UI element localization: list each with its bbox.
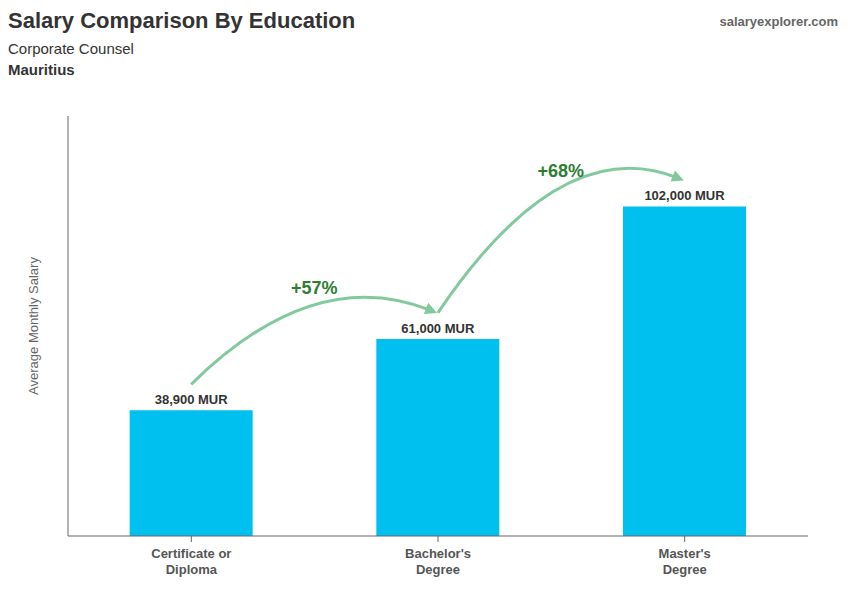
svg-text:+57%: +57% bbox=[291, 278, 338, 298]
svg-text:Certificate orDiploma: Certificate orDiploma bbox=[151, 546, 231, 577]
svg-text:+68%: +68% bbox=[538, 161, 585, 181]
svg-text:61,000 MUR: 61,000 MUR bbox=[401, 321, 475, 336]
html-text:salaryexplorer.com: salaryexplorer.com bbox=[719, 14, 838, 29]
svg-text:Master'sDegree: Master'sDegree bbox=[659, 546, 711, 577]
svg-text:102,000 MUR: 102,000 MUR bbox=[644, 188, 725, 203]
svg-text:Average Monthly Salary: Average Monthly Salary bbox=[26, 257, 41, 395]
svg-text:Bachelor'sDegree: Bachelor'sDegree bbox=[405, 546, 471, 577]
html-text:Salary Comparison By Education: Salary Comparison By Education bbox=[8, 8, 356, 33]
svg-text:38,900 MUR: 38,900 MUR bbox=[155, 392, 229, 407]
html-text:Corporate Counsel: Corporate Counsel bbox=[8, 40, 134, 57]
html-text:Mauritius: Mauritius bbox=[8, 61, 75, 78]
